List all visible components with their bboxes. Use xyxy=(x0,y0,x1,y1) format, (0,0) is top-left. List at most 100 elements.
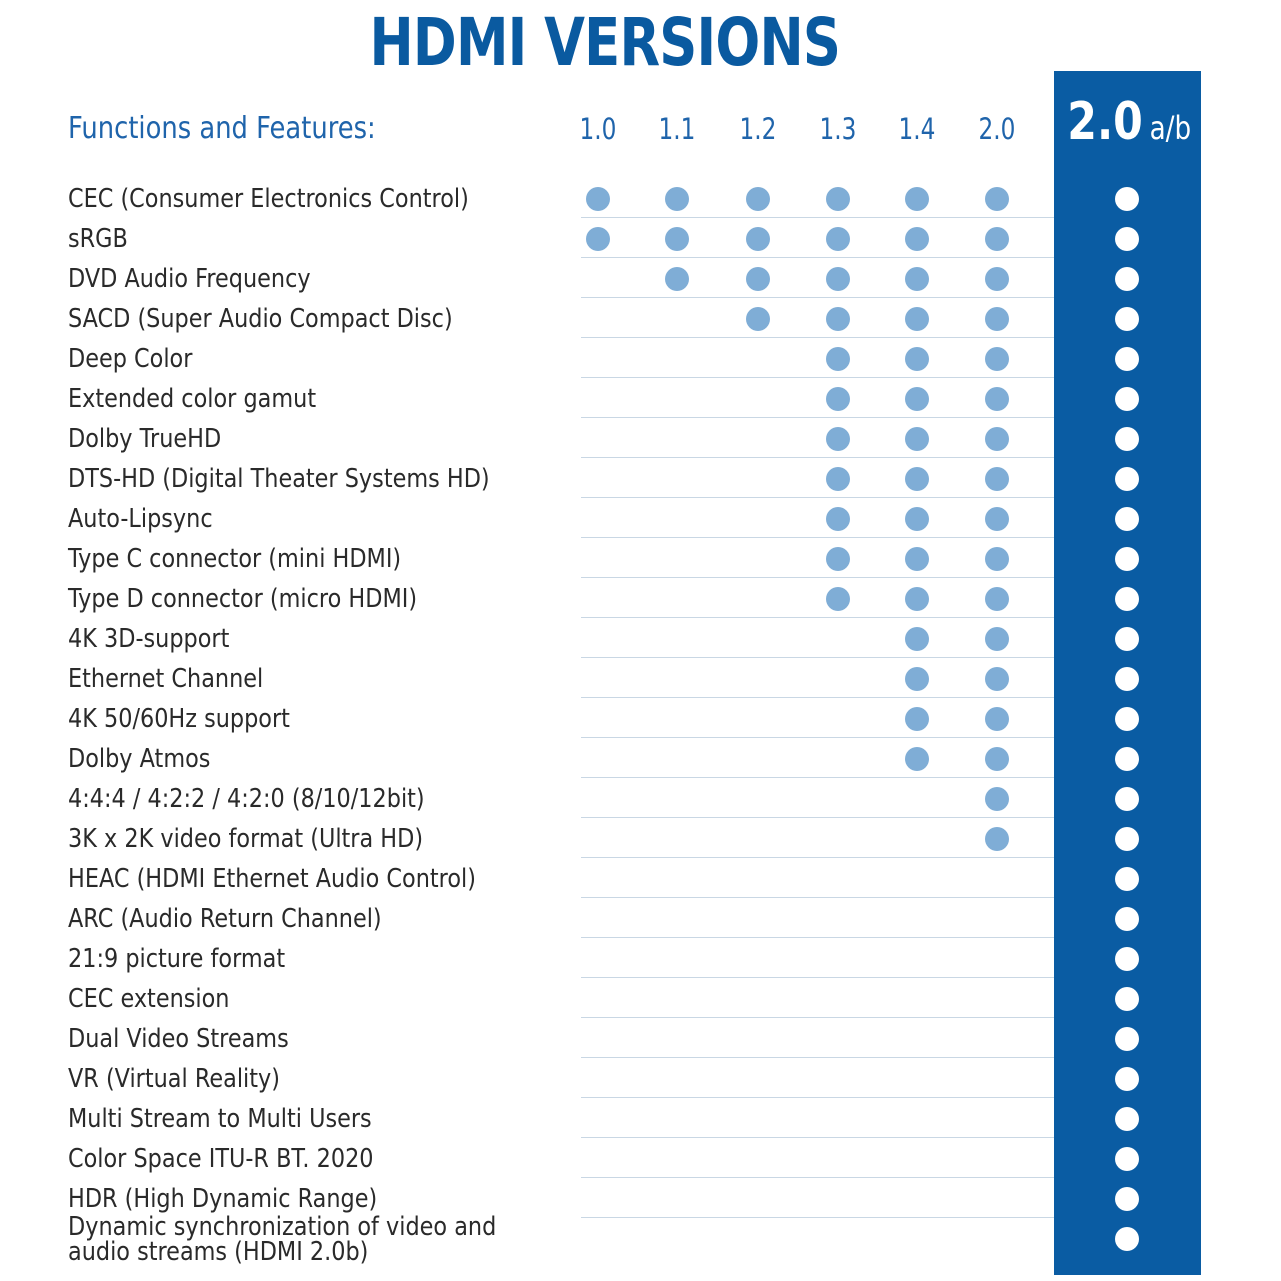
feature-label: 4K 3D-support xyxy=(68,624,230,654)
support-dot-2-0ab xyxy=(1115,827,1139,851)
row-divider xyxy=(581,1217,1054,1218)
feature-label: Extended color gamut xyxy=(68,384,317,414)
support-dot-1-3 xyxy=(826,427,850,451)
table-row: Dual Video Streams xyxy=(0,1019,1281,1059)
feature-label: Dynamic synchronization of video and aud… xyxy=(68,1212,497,1267)
row-divider xyxy=(581,817,1054,818)
row-divider xyxy=(581,977,1054,978)
support-dot-2-0ab xyxy=(1115,667,1139,691)
support-dot-1-4 xyxy=(905,627,929,651)
row-divider xyxy=(581,257,1054,258)
row-divider xyxy=(581,777,1054,778)
support-dot-2-0ab xyxy=(1115,1107,1139,1131)
page-title: HDMI VERSIONS xyxy=(369,4,841,81)
table-row: ARC (Audio Return Channel) xyxy=(0,899,1281,939)
feature-label: Ethernet Channel xyxy=(68,664,264,694)
support-dot-2-0 xyxy=(985,827,1009,851)
table-row: 4K 50/60Hz support xyxy=(0,699,1281,739)
table-row: sRGB xyxy=(0,219,1281,259)
row-divider xyxy=(581,1177,1054,1178)
support-dot-2-0ab xyxy=(1115,747,1139,771)
support-dot-1-4 xyxy=(905,347,929,371)
support-dot-2-0 xyxy=(985,347,1009,371)
row-divider xyxy=(581,657,1054,658)
table-row: Deep Color xyxy=(0,339,1281,379)
feature-label: Dolby Atmos xyxy=(68,744,211,774)
row-divider xyxy=(581,377,1054,378)
support-dot-1-4 xyxy=(905,307,929,331)
support-dot-2-0 xyxy=(985,427,1009,451)
version-header-1-4: 1.4 xyxy=(898,112,936,146)
support-dot-2-0 xyxy=(985,667,1009,691)
support-dot-2-0 xyxy=(985,587,1009,611)
feature-label: HEAC (HDMI Ethernet Audio Control) xyxy=(68,864,476,894)
feature-label: CEC (Consumer Electronics Control) xyxy=(68,184,469,214)
table-row: Dolby TrueHD xyxy=(0,419,1281,459)
row-divider xyxy=(581,1057,1054,1058)
support-dot-2-0 xyxy=(985,187,1009,211)
row-divider xyxy=(581,1137,1054,1138)
features-heading: Functions and Features: xyxy=(68,111,376,146)
feature-label: 4:4:4 / 4:2:2 / 4:2:0 (8/10/12bit) xyxy=(68,784,425,814)
support-dot-2-0ab xyxy=(1115,1067,1139,1091)
row-divider xyxy=(581,497,1054,498)
table-row: Color Space ITU-R BT. 2020 xyxy=(0,1139,1281,1179)
support-dot-1-1 xyxy=(665,187,689,211)
version-header-1-3: 1.3 xyxy=(819,112,857,146)
table-row: CEC (Consumer Electronics Control) xyxy=(0,179,1281,219)
support-dot-1-3 xyxy=(826,507,850,531)
table-row: Extended color gamut xyxy=(0,379,1281,419)
support-dot-1-3 xyxy=(826,267,850,291)
support-dot-1-2 xyxy=(746,267,770,291)
support-dot-1-4 xyxy=(905,387,929,411)
table-row: DTS-HD (Digital Theater Systems HD) xyxy=(0,459,1281,499)
row-divider xyxy=(581,217,1054,218)
table-row: Dolby Atmos xyxy=(0,739,1281,779)
support-dot-2-0ab xyxy=(1115,467,1139,491)
support-dot-2-0 xyxy=(985,387,1009,411)
support-dot-1-4 xyxy=(905,507,929,531)
support-dot-2-0ab xyxy=(1115,227,1139,251)
row-divider xyxy=(581,1097,1054,1098)
support-dot-1-3 xyxy=(826,387,850,411)
support-dot-2-0ab xyxy=(1115,627,1139,651)
row-divider xyxy=(581,297,1054,298)
row-divider xyxy=(581,617,1054,618)
feature-label: sRGB xyxy=(68,224,128,254)
feature-label: Deep Color xyxy=(68,344,193,374)
table-row: 21:9 picture format xyxy=(0,939,1281,979)
table-row: Type C connector (mini HDMI) xyxy=(0,539,1281,579)
feature-label: 4K 50/60Hz support xyxy=(68,704,290,734)
table-row: 4:4:4 / 4:2:2 / 4:2:0 (8/10/12bit) xyxy=(0,779,1281,819)
table-row: VR (Virtual Reality) xyxy=(0,1059,1281,1099)
feature-label: DVD Audio Frequency xyxy=(68,264,311,294)
support-dot-2-0 xyxy=(985,227,1009,251)
row-divider xyxy=(581,577,1054,578)
support-dot-1-3 xyxy=(826,227,850,251)
support-dot-2-0ab xyxy=(1115,907,1139,931)
support-dot-1-2 xyxy=(746,227,770,251)
row-divider xyxy=(581,937,1054,938)
support-dot-2-0ab xyxy=(1115,787,1139,811)
table-row: Auto-Lipsync xyxy=(0,499,1281,539)
support-dot-2-0ab xyxy=(1115,547,1139,571)
row-divider xyxy=(581,537,1054,538)
support-dot-2-0 xyxy=(985,747,1009,771)
support-dot-2-0ab xyxy=(1115,587,1139,611)
support-dot-2-0ab xyxy=(1115,507,1139,531)
row-divider xyxy=(581,697,1054,698)
support-dot-1-3 xyxy=(826,467,850,491)
feature-label: Type D connector (micro HDMI) xyxy=(68,584,418,614)
version-header-1-0: 1.0 xyxy=(579,112,617,146)
table-row: CEC extension xyxy=(0,979,1281,1019)
row-divider xyxy=(581,1017,1054,1018)
support-dot-2-0ab xyxy=(1115,347,1139,371)
version-header-1-2: 1.2 xyxy=(739,112,777,146)
feature-label: DTS-HD (Digital Theater Systems HD) xyxy=(68,464,490,494)
support-dot-2-0ab xyxy=(1115,707,1139,731)
support-dot-2-0 xyxy=(985,267,1009,291)
feature-label: SACD (Super Audio Compact Disc) xyxy=(68,304,453,334)
support-dot-1-3 xyxy=(826,587,850,611)
support-dot-1-2 xyxy=(746,307,770,331)
support-dot-1-4 xyxy=(905,547,929,571)
